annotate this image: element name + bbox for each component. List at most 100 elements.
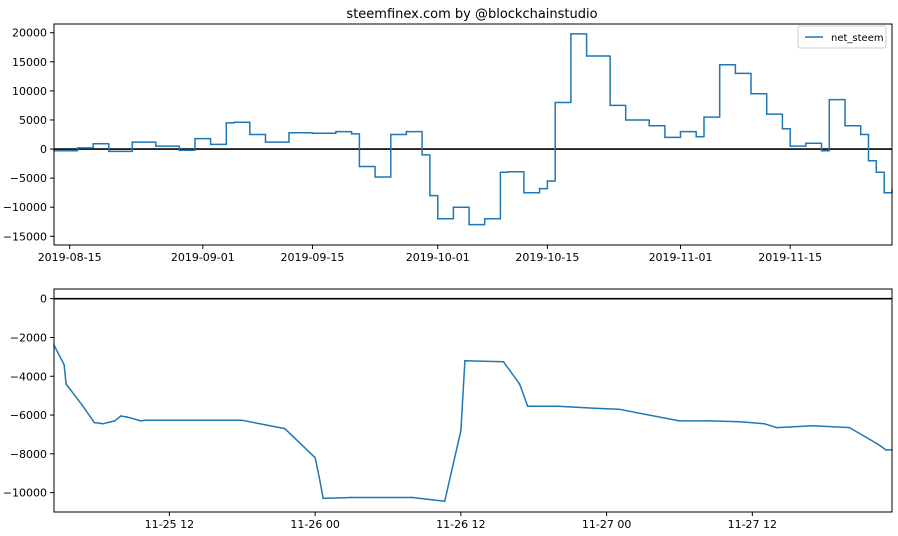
bottom-chart-panel: 0 −2000 −4000 −6000 −8000 −10000 11-25 12 11-26…: [3, 288, 893, 531]
data-point: [421, 154, 423, 156]
data-point: [140, 420, 142, 422]
data-point: [518, 383, 521, 385]
x-tick-label: 2019-10-15: [515, 251, 579, 264]
y-tick-label: 15000: [12, 56, 47, 69]
data-point: [502, 360, 505, 363]
data-point: [499, 171, 502, 174]
x-tick-label: 11-26 12: [436, 518, 485, 531]
data-point: [765, 113, 768, 115]
data-point: [113, 420, 116, 422]
data-point: [750, 92, 752, 95]
data-point: [885, 449, 887, 451]
data-point: [789, 145, 791, 147]
data-point: [695, 136, 698, 138]
y-tick-label: −5000: [10, 172, 47, 185]
y-tick-label: −10000: [3, 487, 47, 500]
legend-label: net_steem: [831, 33, 884, 44]
data-point: [609, 104, 611, 107]
data-point: [664, 136, 666, 139]
data-point: [617, 408, 620, 411]
data-point: [429, 194, 431, 197]
data-point: [314, 456, 316, 459]
data-point: [225, 122, 228, 124]
data-point: [76, 147, 79, 149]
data-point: [624, 119, 627, 121]
data-point: [739, 421, 741, 423]
x-tick-label: 2019-11-15: [758, 251, 822, 264]
x-tick-label: 11-27 00: [582, 518, 631, 531]
data-point: [63, 363, 65, 366]
data-point: [241, 419, 244, 422]
data-point: [859, 133, 862, 136]
data-point: [460, 429, 462, 432]
data-point: [322, 497, 325, 500]
data-point: [805, 142, 807, 145]
data-point: [718, 63, 721, 66]
x-tick-label: 11-26 00: [290, 518, 339, 531]
data-point: [763, 422, 766, 425]
data-point: [867, 159, 870, 162]
data-point: [678, 420, 681, 422]
x-tick-label: 2019-09-15: [280, 251, 344, 264]
data-point: [464, 359, 466, 362]
data-point: [335, 130, 337, 133]
data-point: [311, 132, 314, 135]
data-point: [526, 405, 529, 408]
data-point: [436, 218, 439, 220]
y-tick-label: 0: [40, 143, 47, 156]
x-tick-label: 2019-09-01: [171, 251, 235, 264]
y-tick-label: −6000: [10, 409, 47, 422]
data-point: [820, 149, 823, 152]
data-point: [557, 405, 559, 408]
data-point: [374, 176, 376, 178]
data-point: [194, 137, 196, 140]
data-point: [848, 426, 851, 429]
data-point: [65, 383, 67, 385]
data-point: [233, 121, 235, 124]
y-tick-label: 10000: [12, 85, 47, 98]
data-point: [593, 407, 596, 410]
y-tick-label: 5000: [19, 114, 47, 127]
y-tick-label: −2000: [10, 331, 47, 344]
data-point: [350, 133, 353, 135]
top-chart-panel: 20000 15000 10000 5000 0 −5000 −10000 −15000 201…: [3, 23, 893, 264]
data-point: [648, 124, 651, 127]
data-point: [389, 133, 392, 136]
data-point: [144, 419, 146, 422]
data-point: [101, 422, 104, 425]
data-point: [703, 116, 705, 118]
data-point: [875, 171, 878, 174]
data-point: [570, 33, 572, 35]
x-tick-label: 11-27 12: [728, 518, 777, 531]
data-point: [350, 496, 353, 499]
data-point: [95, 422, 98, 424]
data-point: [178, 149, 181, 152]
data-point: [288, 131, 290, 134]
data-point: [775, 426, 778, 429]
legend: net_steem: [797, 25, 887, 49]
data-point: [155, 145, 157, 147]
data-point: [119, 415, 122, 417]
data-point: [318, 476, 320, 478]
plot-frame: [53, 23, 893, 246]
data-point: [209, 143, 212, 146]
data-point: [81, 404, 84, 407]
y-tick-label: −8000: [10, 448, 47, 461]
data-point: [877, 443, 879, 445]
data-point: [828, 98, 831, 101]
data-point: [679, 130, 682, 133]
data-point: [585, 55, 588, 57]
data-point: [523, 191, 525, 194]
y-tick-label: 20000: [12, 27, 47, 40]
data-point: [358, 165, 361, 168]
data-point: [131, 141, 134, 143]
chart-title: steemfinex.com by @blockchainstudio: [346, 7, 597, 22]
data-point: [507, 170, 510, 173]
x-tick-label: 2019-08-15: [38, 251, 102, 264]
data-point: [546, 180, 549, 182]
data-point: [812, 424, 814, 427]
data-point: [554, 101, 557, 104]
data-point: [709, 420, 711, 422]
